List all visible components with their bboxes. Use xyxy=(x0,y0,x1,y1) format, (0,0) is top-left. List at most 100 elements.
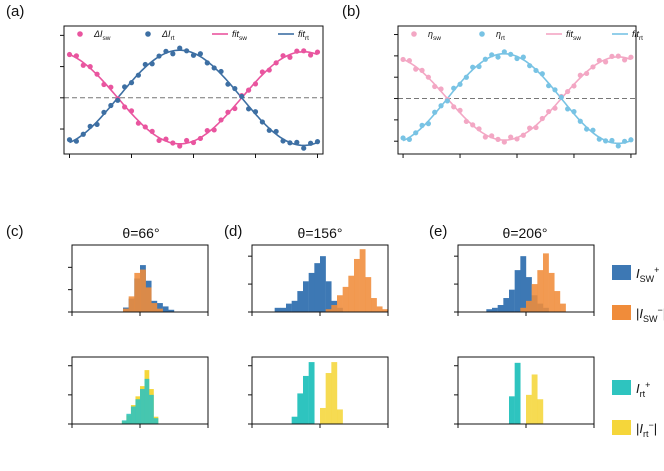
data-point xyxy=(470,64,476,70)
panel-label-e: (e) xyxy=(429,223,447,240)
hist-bar xyxy=(548,272,555,312)
hist-bar xyxy=(331,362,338,424)
hist-bar xyxy=(291,416,298,424)
hist-bar xyxy=(514,270,521,312)
data-point xyxy=(170,51,176,57)
legend-label: ΔIsw xyxy=(93,29,111,42)
data-point xyxy=(80,62,86,68)
data-point xyxy=(628,54,634,60)
hist-bar xyxy=(325,373,332,424)
legend-label: Irt+ xyxy=(636,380,650,399)
hist-bar xyxy=(560,303,566,312)
hist-bar xyxy=(135,399,141,424)
data-point xyxy=(577,118,583,124)
data-point xyxy=(280,53,286,59)
data-point xyxy=(432,109,438,115)
data-point xyxy=(501,49,507,55)
data-point xyxy=(156,53,162,59)
data-point xyxy=(273,60,279,66)
legend-marker xyxy=(411,31,417,37)
hist-bar xyxy=(320,256,326,312)
hist-bar xyxy=(526,300,532,312)
data-point xyxy=(533,124,539,131)
data-point xyxy=(400,56,406,63)
data-point xyxy=(508,51,514,57)
data-point xyxy=(457,107,463,113)
data-point xyxy=(128,80,135,86)
hist-bar xyxy=(520,307,527,312)
data-point xyxy=(546,83,552,89)
data-point xyxy=(400,135,406,141)
hist-bar xyxy=(342,286,349,312)
legend-swatch xyxy=(612,380,631,395)
panel-label-d: (d) xyxy=(224,223,242,240)
data-point xyxy=(514,55,520,62)
hist-e-bottom xyxy=(454,362,595,428)
data-point xyxy=(163,136,169,142)
data-point xyxy=(495,54,501,60)
data-point xyxy=(266,127,272,133)
data-point xyxy=(622,138,628,144)
hist-bar xyxy=(509,396,515,424)
hist-bar xyxy=(526,394,532,424)
data-point xyxy=(501,139,507,145)
data-point xyxy=(197,51,203,57)
hist-bar xyxy=(526,277,532,312)
data-point xyxy=(308,52,314,58)
hist-e-top xyxy=(454,253,595,316)
data-point xyxy=(259,69,265,75)
data-point xyxy=(177,45,183,51)
hist-e-top-frame xyxy=(457,244,595,313)
data-point xyxy=(451,85,457,91)
hist-bar xyxy=(168,309,175,312)
hist-bar xyxy=(359,249,366,312)
data-point xyxy=(463,118,469,125)
data-point xyxy=(252,109,259,115)
data-point xyxy=(294,139,300,145)
hist-bar xyxy=(157,308,163,312)
data-point xyxy=(425,74,431,80)
data-point xyxy=(527,125,533,131)
data-point xyxy=(520,54,526,60)
data-point xyxy=(495,136,501,142)
data-point xyxy=(80,131,86,137)
hist-bar xyxy=(509,289,515,312)
panel-label-a: (a) xyxy=(6,3,24,20)
hist-bar xyxy=(286,303,292,312)
data-point xyxy=(457,81,463,87)
hist-c-bottom xyxy=(68,365,209,428)
hist-title-e: θ=206° xyxy=(503,225,548,241)
legend-label: ΔIrt xyxy=(161,29,175,42)
legend-marker xyxy=(77,31,83,37)
data-point xyxy=(184,48,190,54)
legend-label: fitsw xyxy=(232,29,247,42)
data-point xyxy=(218,68,224,75)
data-point xyxy=(246,87,252,93)
data-point xyxy=(628,137,634,143)
data-point xyxy=(232,85,238,92)
data-point xyxy=(170,140,176,146)
hist-bar xyxy=(280,307,287,312)
hist-bar xyxy=(153,418,159,424)
hist-c-top-frame xyxy=(71,244,209,313)
data-point xyxy=(596,57,602,64)
hist-bar xyxy=(337,295,343,312)
data-point xyxy=(596,136,602,142)
data-point xyxy=(451,104,457,110)
legend-label: |ISW−| xyxy=(636,305,664,324)
data-point xyxy=(87,123,93,129)
hist-bar xyxy=(149,394,154,424)
data-point xyxy=(280,138,286,144)
data-point xyxy=(87,64,93,70)
hist-bar xyxy=(134,272,141,312)
data-point xyxy=(190,52,197,58)
data-point xyxy=(308,140,314,146)
hist-bar xyxy=(308,362,315,424)
data-point xyxy=(533,67,539,74)
fit-line-0 xyxy=(402,56,632,141)
hist-d-top xyxy=(248,249,389,316)
hist-bar xyxy=(157,303,163,312)
hist-bar xyxy=(382,309,389,312)
data-point xyxy=(419,67,425,73)
